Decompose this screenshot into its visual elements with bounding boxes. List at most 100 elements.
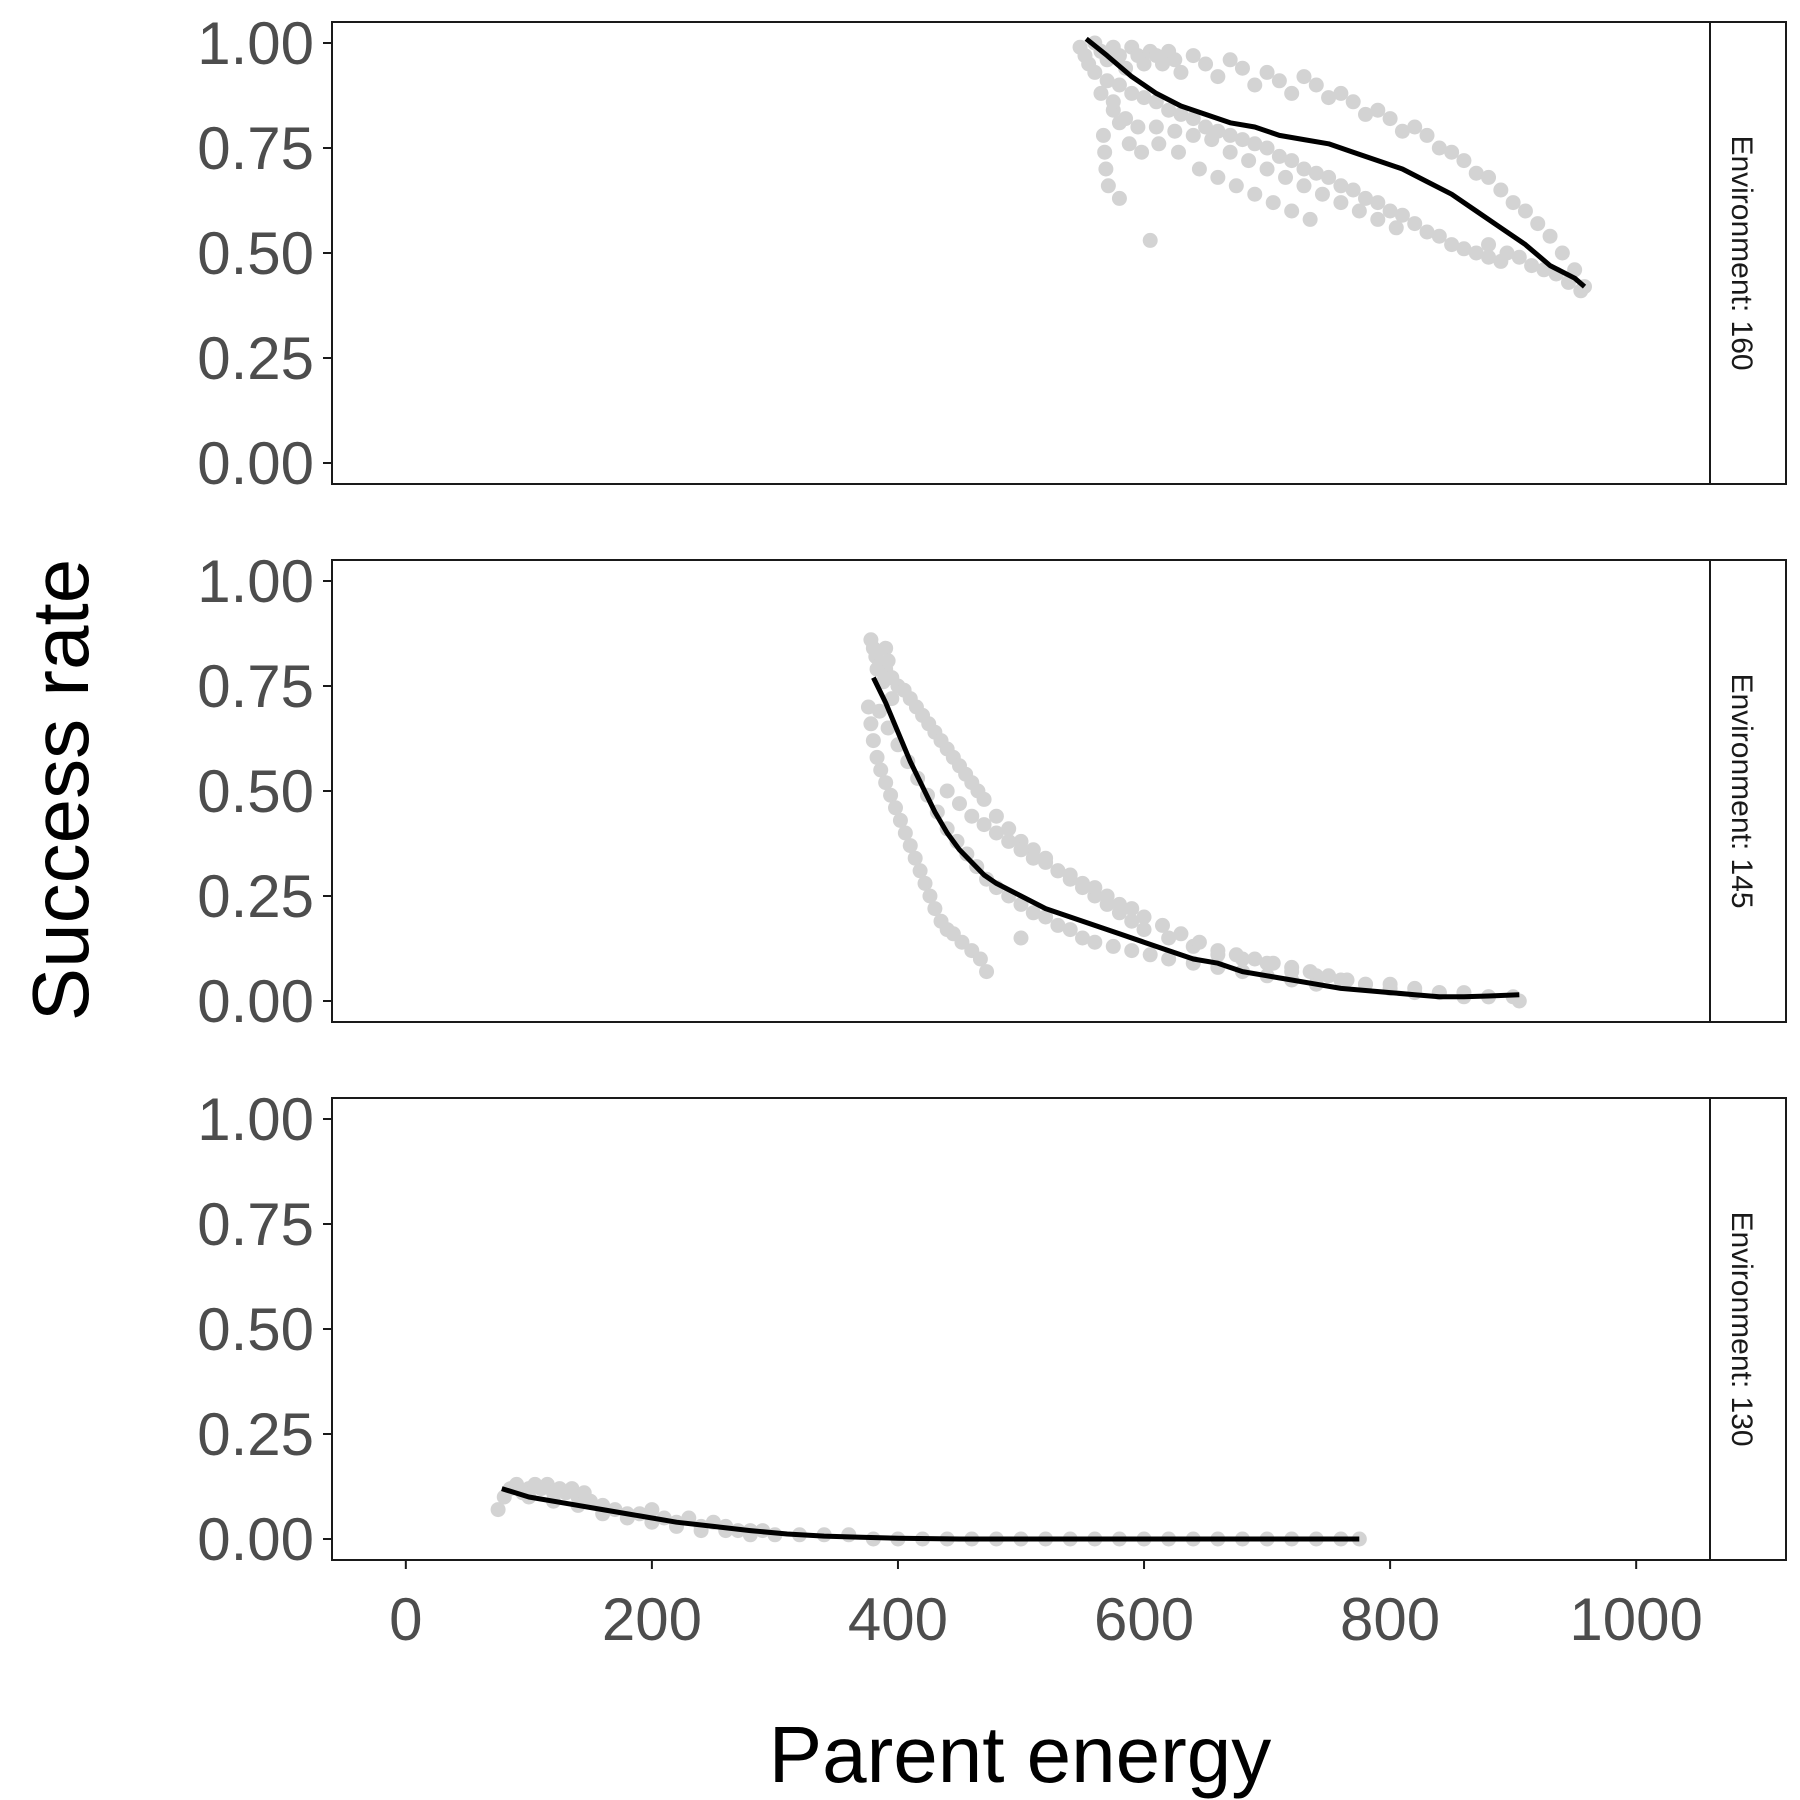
y-tick-label: 0.25: [197, 325, 314, 392]
data-point: [1456, 241, 1472, 257]
y-tick-label: 1.00: [197, 10, 314, 77]
y-tick-label: 0.75: [197, 653, 314, 720]
data-point: [1062, 922, 1078, 938]
data-point: [644, 1502, 660, 1518]
data-point: [972, 951, 988, 967]
data-point: [1247, 186, 1263, 202]
data-point: [1394, 123, 1410, 139]
data-point: [988, 808, 1004, 824]
data-point: [1098, 161, 1114, 177]
data-point: [872, 703, 888, 719]
data-point: [1308, 165, 1324, 181]
data-point: [1093, 85, 1109, 101]
data-point: [1097, 144, 1113, 160]
data-point: [1111, 77, 1127, 93]
x-tick-label: 800: [1340, 1586, 1440, 1653]
data-point: [1167, 52, 1183, 68]
data-point: [1481, 237, 1497, 253]
data-point: [1259, 140, 1275, 156]
data-point: [1099, 888, 1115, 904]
data-point: [1517, 203, 1533, 219]
data-point: [1407, 216, 1423, 232]
y-tick-label: 1.00: [197, 1086, 314, 1153]
y-tick-label: 0.50: [197, 758, 314, 825]
data-point: [1038, 854, 1054, 870]
data-point: [1001, 833, 1017, 849]
data-point: [863, 716, 879, 732]
y-axis-title: Success rate: [16, 559, 105, 1021]
data-point: [1302, 211, 1318, 227]
data-point: [1554, 245, 1570, 261]
y-tick-label: 0.75: [197, 1191, 314, 1258]
data-point: [1284, 85, 1300, 101]
data-point: [1345, 182, 1361, 198]
panel-border: [331, 559, 1711, 1023]
data-point: [1358, 190, 1373, 206]
data-point: [1142, 947, 1158, 963]
data-point: [1134, 144, 1150, 160]
data-point: [1142, 232, 1158, 248]
data-point: [1161, 930, 1177, 946]
data-point: [878, 775, 894, 791]
data-point: [976, 791, 992, 807]
data-point: [1170, 144, 1186, 160]
data-point: [1321, 968, 1337, 984]
y-tick-label: 0.00: [197, 968, 314, 1035]
data-point: [1222, 144, 1238, 160]
data-point: [954, 934, 970, 950]
strip-box: [1709, 21, 1787, 485]
strip-label: Environment: 160: [1725, 135, 1758, 370]
data-point: [1228, 178, 1244, 194]
data-point: [1173, 64, 1189, 80]
data-point: [865, 733, 881, 749]
data-point: [1087, 64, 1103, 80]
x-tick-label: 200: [602, 1586, 702, 1653]
data-point: [922, 888, 938, 904]
data-point: [1247, 136, 1263, 152]
data-point: [1087, 880, 1103, 896]
data-point: [1173, 926, 1189, 942]
data-point: [1191, 934, 1207, 950]
data-point: [1456, 153, 1472, 169]
data-point: [1154, 917, 1170, 933]
y-tick-label: 0.25: [197, 1401, 314, 1468]
data-point: [1161, 102, 1177, 118]
data-point: [869, 749, 885, 765]
data-point: [1339, 972, 1355, 988]
data-point: [951, 796, 967, 812]
data-point: [1095, 127, 1111, 143]
data-point: [1351, 203, 1367, 219]
y-tick-label: 0.00: [197, 1506, 314, 1573]
data-point: [1370, 211, 1386, 227]
data-point: [1333, 85, 1349, 101]
data-point: [1087, 934, 1103, 950]
data-point: [1099, 73, 1115, 89]
panel-1: Environment: 160 0.00 0.25 0.50 0.75 1.00: [197, 10, 1787, 497]
data-point: [1431, 228, 1447, 244]
data-point: [1154, 56, 1170, 72]
data-point: [1431, 140, 1447, 156]
data-point: [1321, 90, 1337, 106]
data-point: [1296, 69, 1312, 85]
data-point: [1271, 73, 1287, 89]
data-point: [1105, 938, 1121, 954]
y-tick-label: 0.50: [197, 1296, 314, 1363]
data-point: [878, 640, 894, 656]
data-point: [1314, 186, 1330, 202]
data-point: [1210, 169, 1226, 185]
data-point: [1038, 909, 1054, 925]
data-point: [888, 800, 904, 816]
data-point: [1105, 94, 1121, 110]
data-point: [907, 850, 923, 866]
data-point: [1228, 947, 1244, 963]
data-point: [883, 787, 899, 803]
panel-2: Environment: 145 0.00 0.25 0.50 0.75 1.00: [197, 548, 1787, 1035]
data-point: [1222, 127, 1238, 143]
data-point: [1370, 102, 1386, 118]
strip-box: [1709, 1097, 1787, 1561]
y-tick-label: 0.75: [197, 115, 314, 182]
data-point: [1468, 165, 1484, 181]
data-point: [1222, 52, 1238, 68]
data-point: [1388, 220, 1404, 236]
